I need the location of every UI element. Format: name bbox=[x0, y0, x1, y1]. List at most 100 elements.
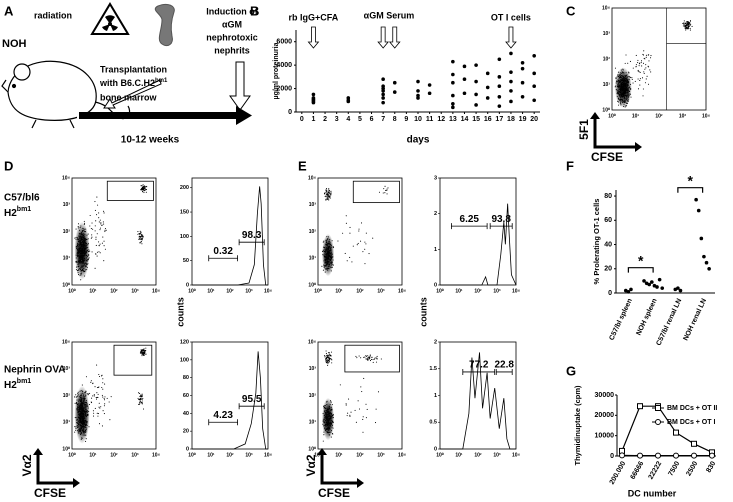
event-dot bbox=[75, 257, 77, 259]
event-dot bbox=[620, 69, 622, 71]
event-dot bbox=[369, 355, 371, 357]
event-dot bbox=[386, 193, 388, 195]
event-dot bbox=[83, 247, 85, 249]
event-dot bbox=[615, 85, 617, 87]
row-label-superscript: bm1 bbox=[17, 206, 32, 213]
x-tick-label: 10² bbox=[356, 288, 364, 294]
event-dot bbox=[104, 230, 106, 233]
event-dot bbox=[91, 234, 93, 236]
event-dot bbox=[618, 98, 620, 100]
event-dot bbox=[330, 252, 332, 255]
event-dot bbox=[75, 402, 78, 404]
event-dot bbox=[79, 395, 81, 397]
event-dot bbox=[325, 360, 327, 362]
event-dot bbox=[78, 265, 80, 267]
event-dot bbox=[323, 255, 325, 257]
gate-value: 4.23 bbox=[213, 410, 233, 421]
event-dot bbox=[85, 410, 88, 412]
event-dot bbox=[332, 414, 334, 416]
event-dot bbox=[637, 88, 640, 90]
event-dot bbox=[142, 354, 144, 356]
event-dot bbox=[98, 241, 100, 243]
event-dot bbox=[77, 406, 80, 408]
event-dot bbox=[617, 74, 619, 76]
event-dot bbox=[102, 388, 104, 390]
event-dot bbox=[94, 209, 96, 211]
event-dot bbox=[639, 71, 641, 73]
event-dot bbox=[625, 87, 627, 89]
event-dot bbox=[76, 396, 78, 398]
event-dot bbox=[144, 349, 146, 351]
event-dot bbox=[96, 412, 98, 414]
event-dot bbox=[326, 191, 328, 193]
event-dot bbox=[324, 430, 327, 432]
event-dot bbox=[647, 65, 649, 67]
event-dot bbox=[95, 220, 97, 222]
event-dot bbox=[92, 410, 94, 412]
event-dot bbox=[77, 245, 79, 247]
event-dot bbox=[84, 253, 86, 255]
event-dot bbox=[364, 263, 366, 265]
event-dot bbox=[620, 104, 622, 106]
data-point bbox=[474, 92, 478, 97]
event-dot bbox=[83, 262, 85, 264]
event-dot bbox=[358, 408, 361, 410]
event-dot bbox=[78, 429, 80, 431]
event-dot bbox=[616, 91, 618, 93]
y-tick-label: 2000 bbox=[276, 85, 292, 92]
event-dot bbox=[327, 261, 329, 264]
event-dot bbox=[83, 228, 85, 230]
event-dot bbox=[380, 358, 382, 360]
event-dot bbox=[141, 355, 143, 357]
event-dot bbox=[328, 195, 330, 197]
event-dot bbox=[85, 246, 87, 248]
data-point bbox=[416, 93, 420, 98]
event-dot bbox=[617, 90, 619, 92]
event-dot bbox=[77, 254, 79, 257]
data-marker bbox=[691, 440, 697, 447]
event-dot bbox=[141, 403, 143, 405]
row-label: Nephrin OVA bbox=[4, 365, 65, 376]
data-marker bbox=[637, 403, 643, 410]
event-dot bbox=[332, 417, 334, 419]
event-dot bbox=[639, 79, 641, 82]
event-dot bbox=[628, 78, 630, 80]
event-dot bbox=[330, 358, 332, 360]
event-dot bbox=[365, 417, 367, 419]
event-dot bbox=[91, 222, 93, 224]
event-dot bbox=[323, 419, 325, 421]
event-dot bbox=[644, 58, 646, 60]
event-dot bbox=[109, 419, 111, 421]
event-dot bbox=[83, 256, 85, 258]
event-dot bbox=[622, 69, 624, 71]
series-line bbox=[621, 405, 713, 453]
event-dot bbox=[108, 401, 110, 403]
y-tick-label: 10⁴ bbox=[62, 339, 71, 345]
data-point bbox=[485, 96, 490, 100]
event-dot bbox=[326, 427, 328, 429]
y-tick-label: 4000 bbox=[276, 62, 292, 69]
event-dot bbox=[355, 355, 357, 357]
event-dot bbox=[332, 433, 334, 435]
event-dot bbox=[139, 403, 141, 405]
event-dot bbox=[80, 393, 82, 395]
event-dot bbox=[619, 75, 621, 77]
event-dot bbox=[75, 427, 77, 430]
event-dot bbox=[330, 251, 332, 253]
annotation: αGM Serum bbox=[364, 10, 415, 20]
y-tick-label: 10000 bbox=[595, 433, 615, 440]
event-dot bbox=[81, 270, 83, 272]
histogram-frame bbox=[439, 341, 517, 450]
event-dot bbox=[635, 64, 637, 66]
event-dot bbox=[621, 77, 623, 79]
row-label: C57/bl6 bbox=[4, 193, 40, 204]
event-dot bbox=[356, 357, 358, 359]
event-dot bbox=[619, 87, 621, 89]
event-dot bbox=[371, 356, 373, 359]
event-dot bbox=[683, 25, 686, 27]
event-dot bbox=[83, 223, 85, 225]
data-point bbox=[416, 79, 420, 84]
x-tick-label: 10² bbox=[655, 113, 663, 119]
y-tick-label: 100 bbox=[180, 234, 189, 240]
